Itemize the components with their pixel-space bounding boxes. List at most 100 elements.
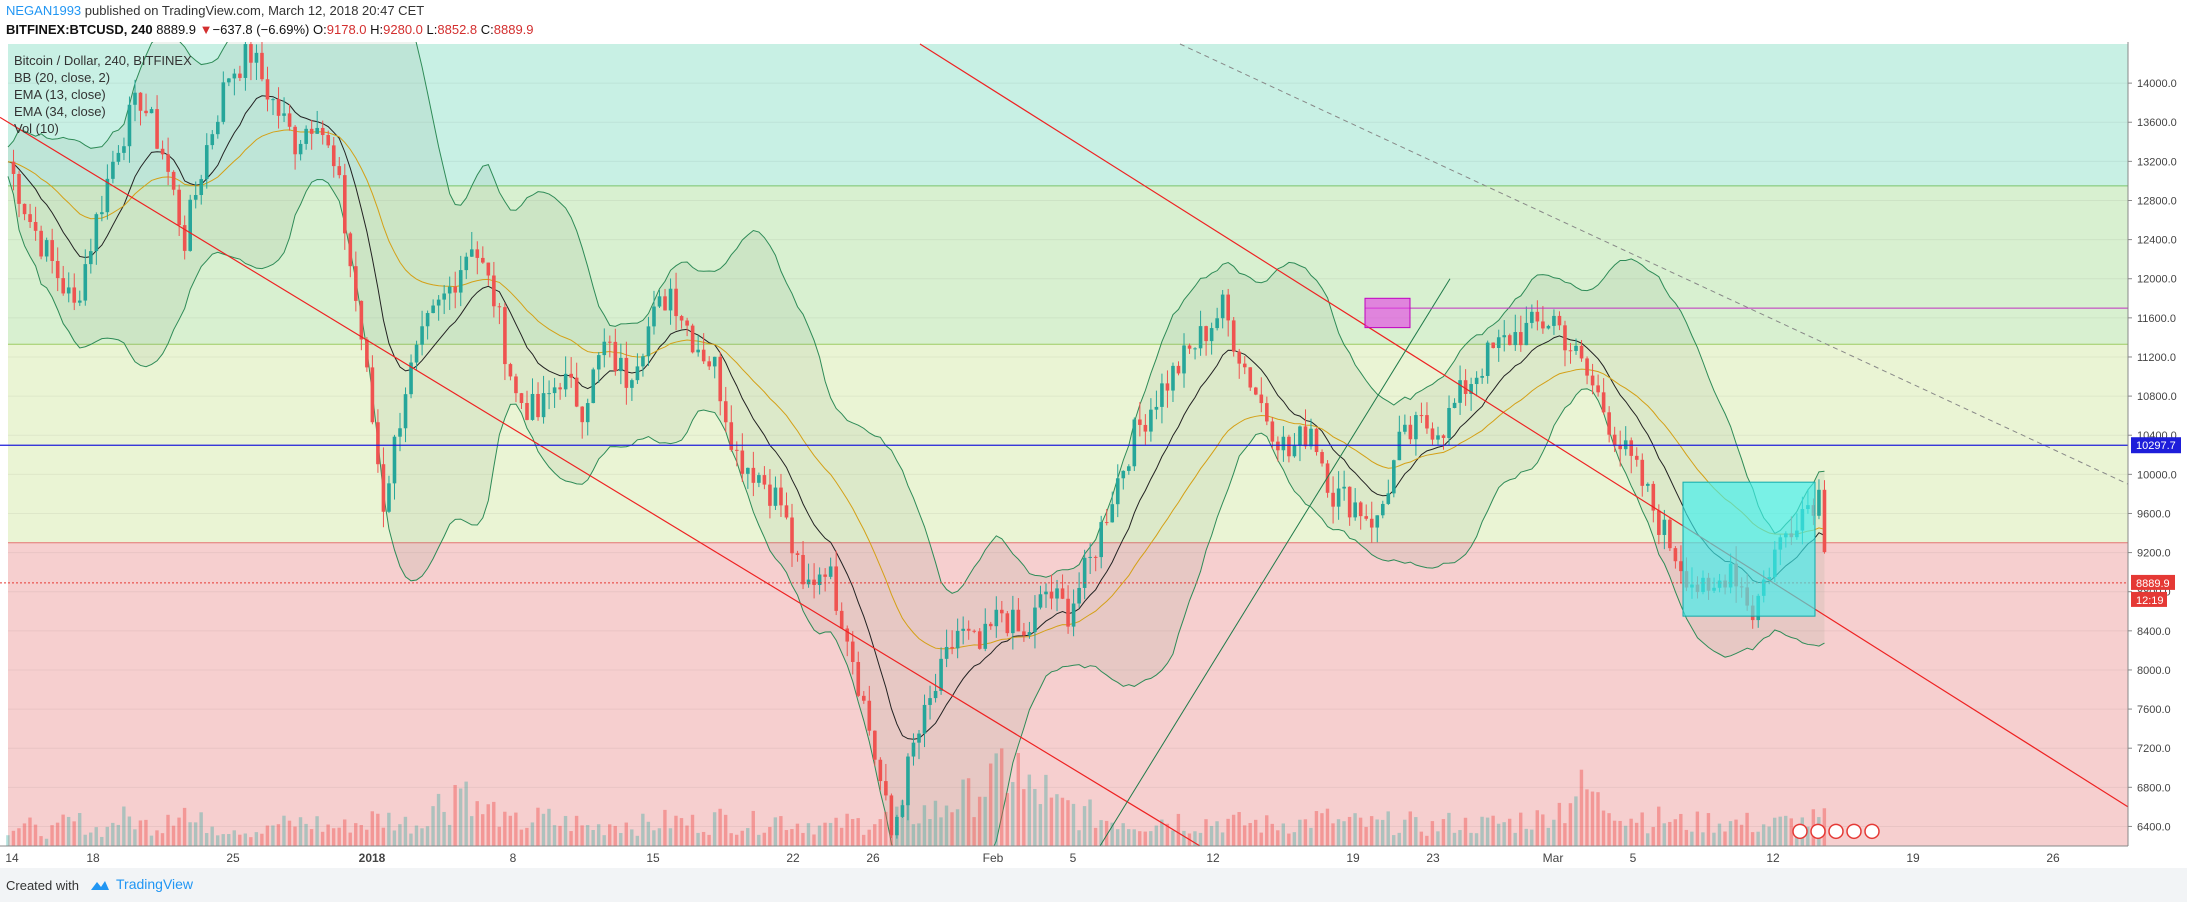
time-tick-label: 26	[2046, 851, 2060, 865]
volume-bar	[679, 818, 684, 846]
tradingview-logo[interactable]: TradingView	[88, 876, 193, 892]
candle-body	[122, 146, 126, 153]
volume-bar	[1717, 823, 1722, 846]
candle-body	[1403, 424, 1407, 432]
volume-bar	[1397, 832, 1401, 846]
candle-body	[1364, 516, 1369, 519]
candle-body	[1331, 492, 1335, 507]
candle-body	[453, 286, 458, 293]
candle-body	[1022, 631, 1026, 636]
candle-body	[243, 44, 248, 78]
event-icon	[1792, 823, 1808, 840]
candle-body	[878, 759, 883, 782]
volume-bar	[1149, 831, 1153, 846]
candle-body	[718, 356, 723, 402]
candle-body	[707, 361, 711, 367]
volume-bar	[1530, 829, 1534, 846]
candle-body	[503, 307, 507, 365]
volume-bar	[657, 828, 662, 846]
countdown-label-bg	[2131, 591, 2167, 607]
candle-body	[1071, 603, 1076, 627]
volume-bar	[359, 825, 363, 846]
price-chart[interactable]: 14000.0 13600.0 13200.0 12800.0 12400.0 12000…	[0, 42, 2187, 868]
volume-bar	[22, 823, 27, 846]
candle-body	[105, 178, 110, 213]
volume-bar	[481, 814, 485, 846]
volume-bar	[1596, 792, 1600, 846]
legend-volume[interactable]: Vol (10)	[14, 121, 59, 136]
legend-ema13[interactable]: EMA (13, close)	[14, 87, 106, 102]
candle-body	[260, 52, 264, 80]
volume-bar	[735, 834, 739, 846]
volume-bar	[1099, 820, 1103, 846]
candle-body	[613, 341, 618, 372]
candle-body	[1082, 557, 1087, 588]
volume-bar	[1193, 831, 1197, 846]
volume-bar	[558, 825, 562, 846]
volume-bar	[514, 812, 518, 846]
volume-bar	[1265, 815, 1269, 846]
candle-body	[1397, 431, 1402, 461]
candle-body	[828, 566, 833, 577]
volume-bar	[442, 811, 446, 846]
candle-body	[1000, 609, 1004, 614]
candle-body	[1027, 632, 1032, 636]
candle-body	[33, 221, 38, 231]
high-value: 9280.0	[383, 22, 423, 37]
candle-body	[227, 78, 231, 83]
volume-bar	[1403, 819, 1407, 846]
candle-body	[359, 300, 364, 340]
volume-bar	[1160, 819, 1164, 846]
candle-body	[563, 373, 568, 390]
candle-body	[1541, 321, 1545, 329]
volume-bar	[11, 830, 16, 846]
candle-body	[1353, 502, 1357, 518]
legend-ema34[interactable]: EMA (34, close)	[14, 104, 106, 119]
candle-body	[193, 195, 198, 200]
candle-body	[1005, 613, 1010, 634]
author-link[interactable]: NEGAN1993	[6, 3, 82, 18]
volume-bar	[1761, 824, 1766, 846]
volume-bar	[44, 838, 49, 846]
volume-bar	[1176, 813, 1181, 846]
volume-bar	[630, 829, 634, 846]
volume-bar	[1585, 789, 1589, 846]
candle-body	[1104, 522, 1109, 524]
candle-body	[895, 816, 899, 836]
chart-area[interactable]: 14000.0 13600.0 13200.0 12800.0 12400.0 12000…	[0, 42, 2187, 868]
volume-bar	[1629, 818, 1633, 846]
volume-bar	[1038, 804, 1043, 846]
volume-bar	[569, 831, 573, 846]
publish-text: published on TradingView.com, March 12, …	[81, 3, 425, 18]
price-tick-label: 11200.0	[2137, 352, 2176, 364]
volume-bar	[1231, 814, 1236, 846]
candle-body	[1513, 332, 1518, 346]
volume-bar	[232, 830, 236, 846]
volume-bar	[50, 825, 54, 846]
candle-body	[768, 484, 772, 506]
candle-body	[1380, 503, 1385, 516]
volume-bar	[828, 822, 833, 846]
candle-body	[1342, 486, 1346, 489]
candle-body	[221, 82, 226, 122]
volume-bar	[1248, 823, 1252, 846]
volume-bar	[1579, 769, 1584, 846]
volume-bar	[1447, 812, 1451, 846]
volume-bar	[552, 825, 557, 846]
volume-bar	[1093, 827, 1098, 846]
candle-body	[630, 380, 634, 388]
volume-bar	[596, 824, 601, 846]
price-change: −637.8 (−6.69%)	[212, 22, 310, 37]
legend-bb[interactable]: BB (20, close, 2)	[14, 70, 111, 85]
candle-body	[795, 553, 800, 555]
candle-body	[293, 126, 297, 155]
volume-bar	[1552, 819, 1556, 846]
candle-body	[712, 356, 717, 367]
volume-bar	[39, 836, 43, 846]
volume-bar	[922, 805, 927, 846]
legend-symbol[interactable]: Bitcoin / Dollar, 240, BITFINEX	[14, 53, 192, 68]
candle-body	[839, 610, 844, 629]
candle-body	[1253, 387, 1258, 395]
volume-bar	[298, 817, 303, 846]
candle-body	[276, 99, 281, 116]
